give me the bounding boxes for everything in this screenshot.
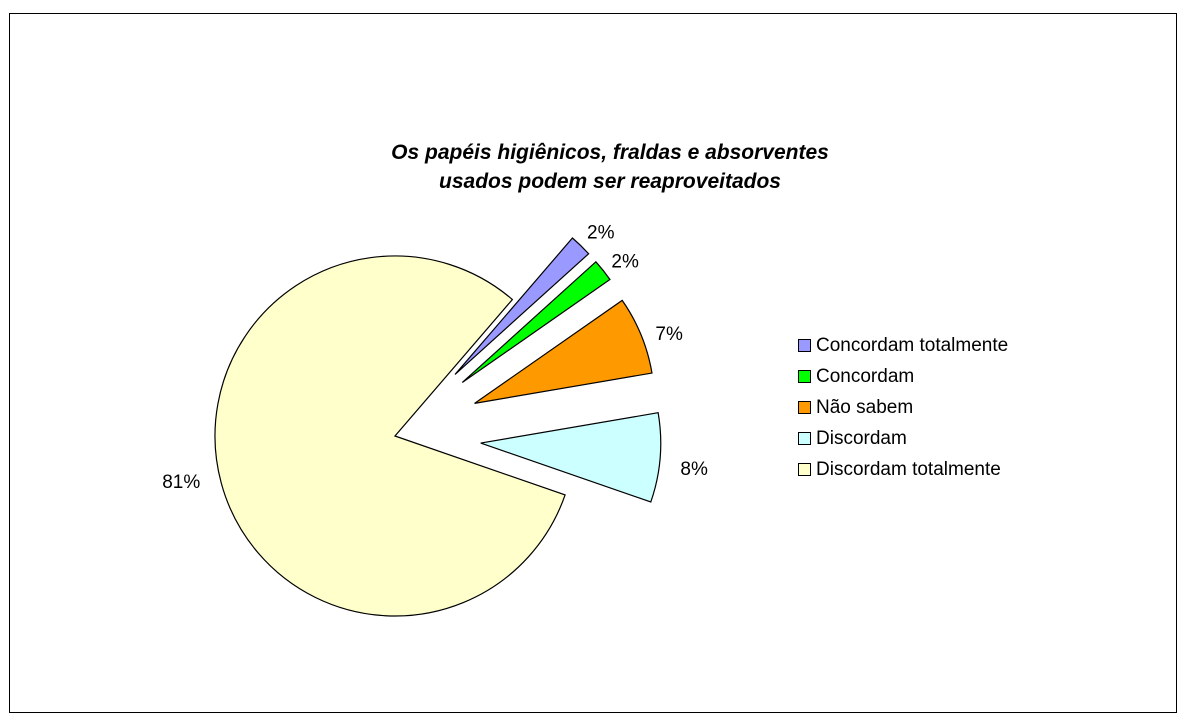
pie-slice-nao-sabem	[474, 299, 653, 404]
chart-title-line-1: Os papéis higiênicos, fraldas e absorven…	[391, 141, 829, 164]
legend-label-concordam: Concordam	[816, 365, 915, 387]
legend-swatch-concordam-totalmente	[798, 339, 811, 352]
legend-swatch-concordam	[798, 370, 811, 383]
legend-item-concordam: Concordam	[798, 361, 1008, 392]
legend: Concordam totalmente Concordam Não sabem…	[798, 330, 1008, 485]
data-label-discordam: 8%	[680, 459, 708, 480]
data-label-discordam-totalmente: 81%	[162, 472, 200, 493]
chart-title: Os papéis higiênicos, fraldas e absorven…	[270, 138, 950, 196]
legend-label-discordam-totalmente: Discordam totalmente	[816, 458, 1001, 480]
pie-slice-discordam	[480, 412, 662, 503]
legend-swatch-discordam	[798, 432, 811, 445]
legend-label-concordam-totalmente: Concordam totalmente	[816, 334, 1009, 356]
legend-item-discordam: Discordam	[798, 423, 1008, 454]
data-label-nao-sabem: 7%	[655, 324, 683, 345]
legend-label-nao-sabem: Não sabem	[816, 396, 914, 418]
pie-slice-discordam-totalmente	[214, 255, 566, 617]
legend-swatch-discordam-totalmente	[798, 463, 811, 476]
legend-label-discordam: Discordam	[816, 427, 907, 449]
pie-slice-concordam-totalmente	[454, 237, 590, 375]
data-label-concordam: 2%	[611, 251, 639, 272]
legend-item-concordam-totalmente: Concordam totalmente	[798, 330, 1008, 361]
legend-item-nao-sabem: Não sabem	[798, 392, 1008, 423]
legend-item-discordam-totalmente: Discordam totalmente	[798, 454, 1008, 485]
legend-swatch-nao-sabem	[798, 401, 811, 414]
chart-title-line-2: usados podem ser reaproveitados	[439, 170, 781, 193]
data-label-concordam-totalmente: 2%	[587, 223, 615, 244]
pie-slice-concordam	[461, 260, 611, 383]
